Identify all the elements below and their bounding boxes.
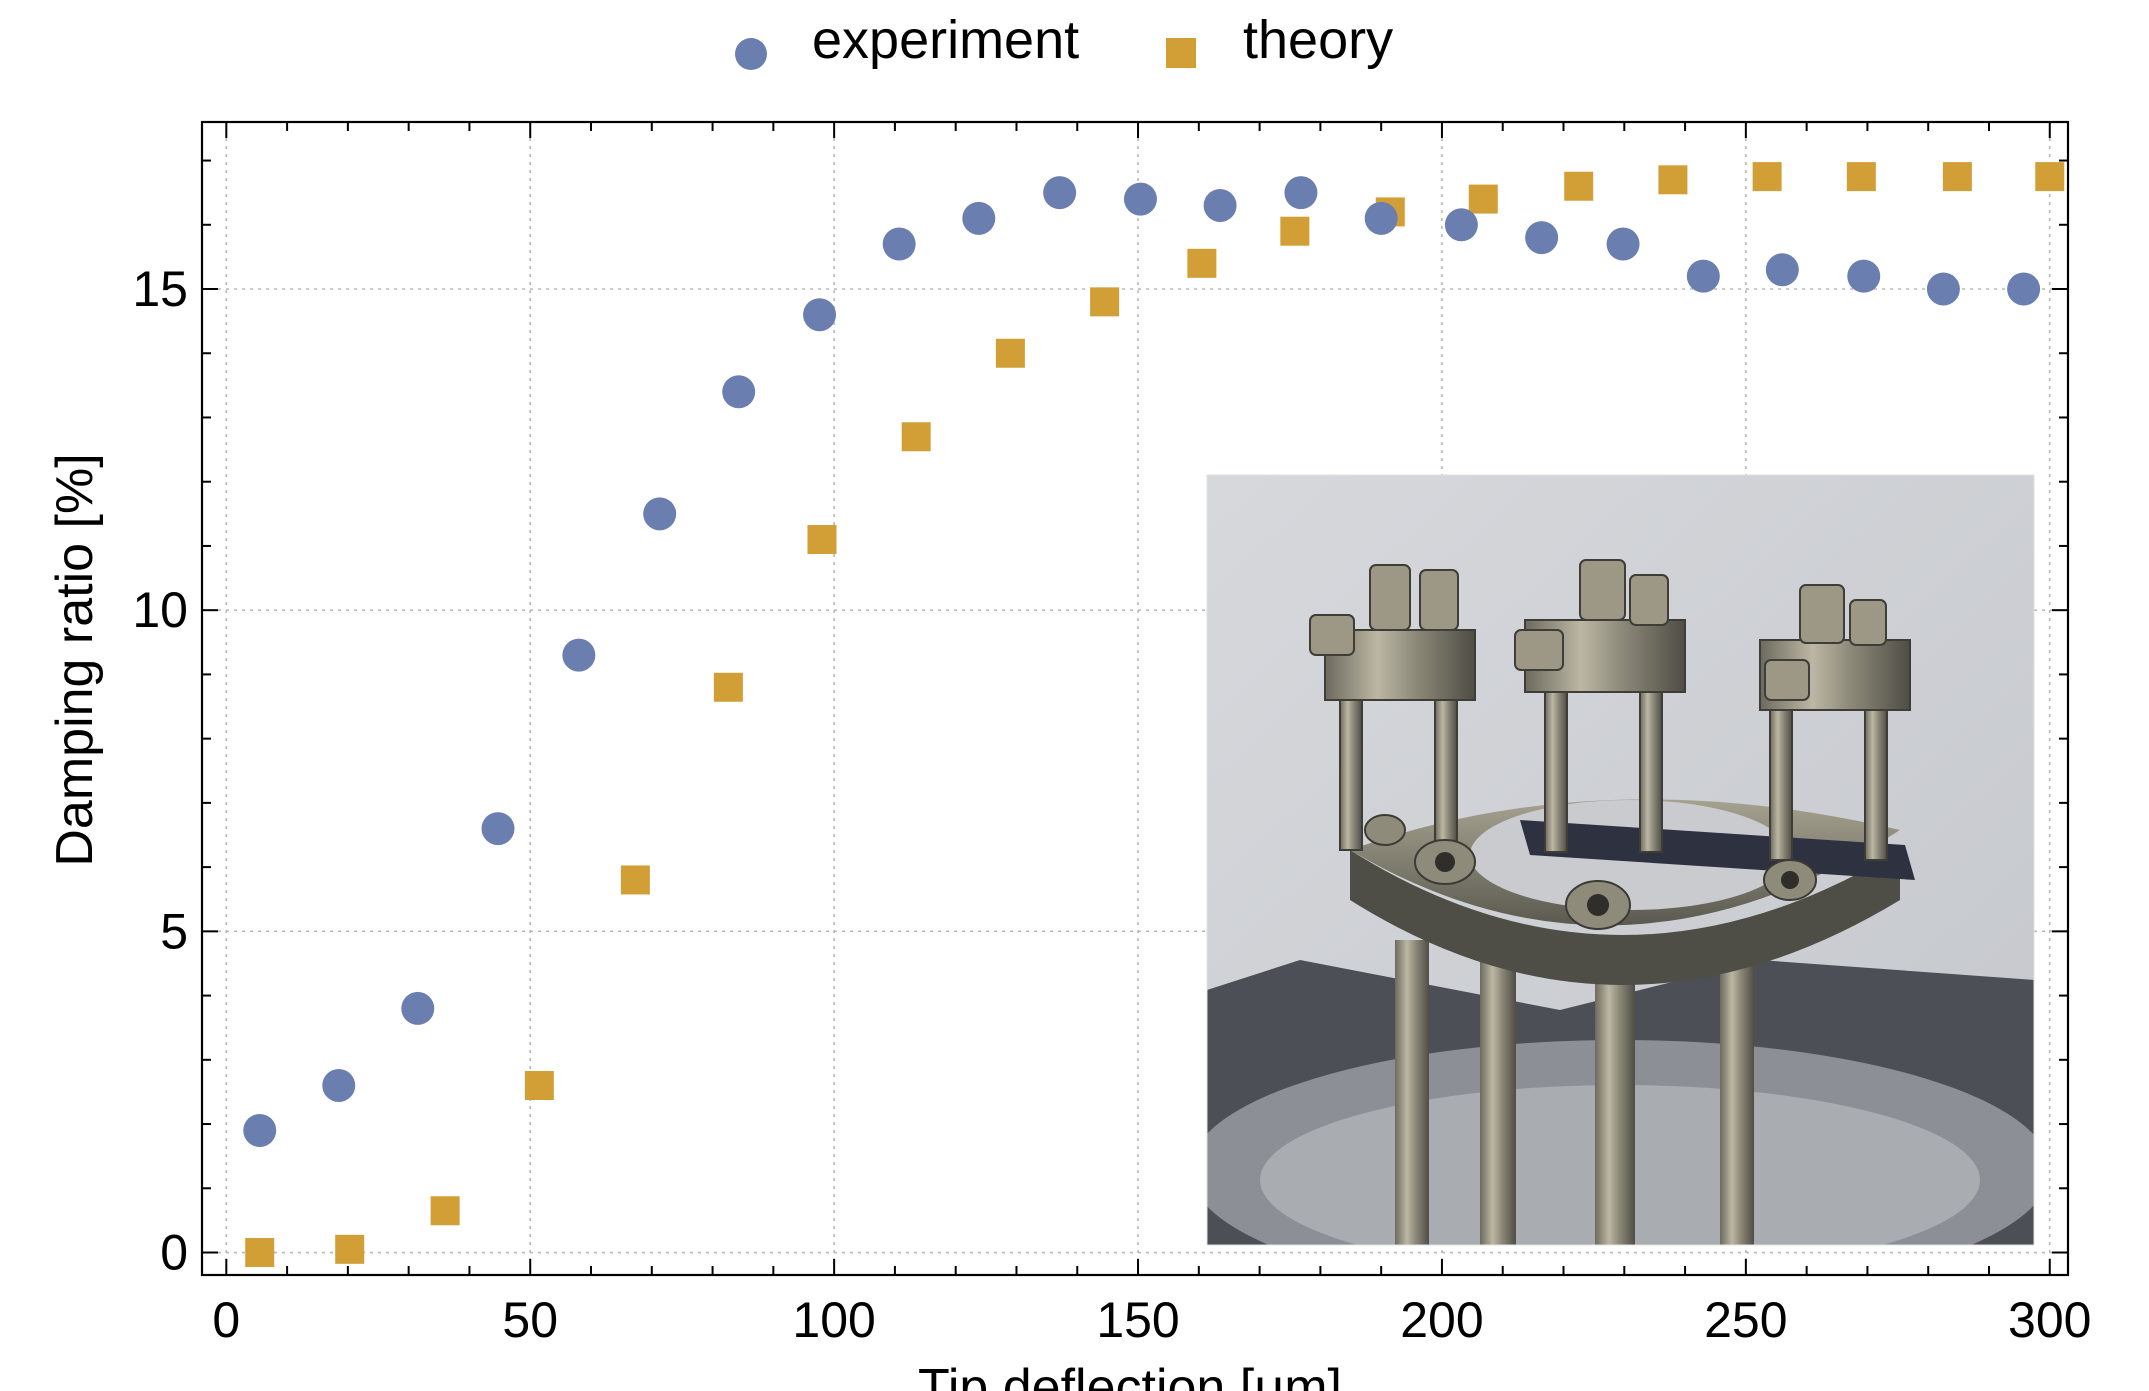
theory-point: [2035, 162, 2065, 192]
theory-point: [524, 1071, 554, 1101]
x-tick-label: 250: [1704, 1292, 1787, 1348]
experiment-point: [643, 497, 677, 531]
series-experiment: [243, 176, 2041, 1147]
theory-point: [901, 422, 931, 452]
legend-label-experiment: experiment: [812, 10, 1079, 70]
experiment-point: [1043, 176, 1077, 210]
theory-point: [430, 1196, 460, 1226]
theory-point: [620, 865, 650, 895]
experiment-point: [722, 375, 756, 409]
y-axis-title: Damping ratio [%]: [46, 453, 104, 866]
inset-photo-clamp-fixture: [1206, 474, 2035, 1246]
experiment-point: [1847, 259, 1881, 293]
experiment-point: [481, 812, 515, 846]
theory-point: [1187, 248, 1217, 278]
theory-point: [713, 672, 743, 702]
theory-point: [1090, 287, 1120, 317]
x-tick-label: 300: [2008, 1292, 2091, 1348]
theory-point: [807, 525, 837, 555]
experiment-point: [1926, 272, 1960, 306]
experiment-point: [322, 1069, 356, 1103]
experiment-point: [1525, 221, 1559, 255]
experiment-point: [243, 1113, 277, 1147]
experiment-point: [1765, 253, 1799, 287]
theory-point: [1942, 162, 1972, 192]
experiment-point: [882, 227, 916, 261]
experiment-point: [562, 638, 596, 672]
experiment-point: [803, 298, 837, 332]
y-tick-label: 0: [160, 1225, 188, 1281]
experiment-point: [1123, 182, 1157, 216]
experiment-point: [401, 991, 435, 1025]
legend-label-theory: theory: [1243, 10, 1393, 70]
experiment-point: [1686, 259, 1720, 293]
x-tick-label: 0: [212, 1292, 240, 1348]
theory-point: [1468, 184, 1498, 214]
experiment-point: [1444, 208, 1478, 242]
legend-marker-theory: [1166, 38, 1196, 68]
tick-labels: 0 50 100 150 200 250 300 0 5 10 15: [132, 261, 2091, 1348]
theory-point: [245, 1238, 275, 1268]
plot-border: [200, 120, 2070, 1277]
experiment-point: [1284, 176, 1318, 210]
y-tick-label: 5: [160, 903, 188, 959]
y-tick-label: 10: [132, 582, 188, 638]
y-tick-label: 15: [132, 261, 188, 317]
experiment-point: [962, 201, 996, 235]
experiment-point: [1203, 189, 1237, 223]
x-tick-label: 150: [1096, 1292, 1179, 1348]
plot-frame: [200, 120, 2070, 1277]
experiment-point: [1364, 201, 1398, 235]
theory-point: [1280, 216, 1310, 246]
theory-point: [1846, 162, 1876, 192]
theory-point: [1564, 171, 1594, 201]
experiment-point: [1606, 227, 1640, 261]
theory-point: [335, 1234, 365, 1264]
x-axis-title: Tip deflection [μm]: [918, 1359, 1342, 1391]
legend: experiment theory: [735, 10, 1393, 70]
series-theory: [245, 162, 2065, 1268]
x-tick-label: 100: [792, 1292, 875, 1348]
x-tick-label: 200: [1400, 1292, 1483, 1348]
x-tick-label: 50: [502, 1292, 558, 1348]
theory-point: [995, 338, 1025, 368]
legend-marker-experiment: [735, 38, 767, 70]
theory-point: [1658, 165, 1688, 195]
theory-point: [1752, 162, 1782, 192]
experiment-point: [2007, 272, 2041, 306]
